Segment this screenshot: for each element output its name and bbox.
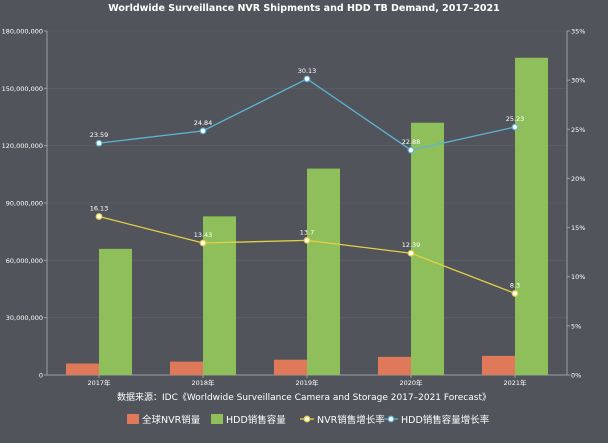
hdd-growth-point — [511, 123, 519, 131]
nvr-units-bar — [274, 359, 307, 375]
nvr-growth-data-label: 8.3 — [510, 281, 520, 289]
labels-layer: 16.13 13.43 13.7 12.39 8.3 23.59 24.84 30.13 22.… — [90, 67, 525, 290]
hdd-growth-data-label: 23.59 — [90, 131, 109, 139]
y-left-tick-label: 30,000,000 — [6, 314, 43, 322]
nvr-growth-point — [199, 239, 207, 247]
y-left-tick-label: 180,000,000 — [2, 28, 43, 36]
legend-nvr-growth: NVR销售增长率 — [300, 414, 385, 426]
hdd-capacity-bar — [203, 216, 236, 375]
y-right-tick-label: 10% — [571, 273, 585, 281]
legend-nvr-growth-swatch-dot — [303, 415, 311, 423]
nvr-growth-point — [95, 213, 103, 220]
legend-hdd-growth-label: HDD销售容量增长率 — [401, 414, 490, 426]
legend-nvr-growth-label: NVR销售增长率 — [317, 414, 385, 426]
hdd-growth-point — [199, 127, 207, 135]
y-right-tick-label: 35% — [571, 28, 585, 36]
x-tick-label: 2019年 — [295, 378, 319, 387]
y-right-tick-label: 15% — [571, 224, 585, 232]
legend-nvr-units-label: 全球NVR销量 — [142, 414, 201, 426]
x-tick-label: 2018年 — [191, 378, 215, 387]
legend-hdd-capacity-label: HDD销售容量 — [226, 414, 286, 426]
legend-hdd-capacity: HDD销售容量 — [211, 414, 286, 426]
nvr-growth-point — [303, 236, 311, 244]
hdd-capacity-bar — [99, 248, 132, 375]
y-left-tick-label: 120,000,000 — [2, 142, 43, 150]
hdd-growth-data-label: 24.84 — [194, 119, 213, 127]
hdd-capacity-bar — [515, 57, 548, 375]
hdd-growth-data-label: 22.88 — [402, 138, 421, 146]
nvr-growth-point — [511, 290, 519, 297]
nvr-units-bar — [66, 363, 99, 375]
nvr-growth-point — [407, 249, 415, 257]
y-right-tick-label: 0% — [571, 372, 581, 380]
hdd-capacity-bar — [411, 122, 444, 375]
nvr-growth-data-label: 12.39 — [402, 241, 421, 249]
y-right-tick-label: 20% — [571, 175, 585, 183]
legend: 全球NVR销量 HDD销售容量 NVR销售增长率 HDD销售容量增长率 — [127, 414, 490, 426]
hdd-growth-point — [407, 146, 415, 154]
bars-layer — [66, 57, 548, 375]
y-left-tick-label: 150,000,000 — [2, 85, 43, 93]
x-tick-label: 2017年 — [87, 378, 111, 387]
y-left-tick-label: 60,000,000 — [6, 257, 43, 265]
source-note: 数据来源：IDC《Worldwide Surveillance Camera a… — [117, 391, 491, 403]
hdd-growth-point — [95, 139, 103, 147]
legend-hdd-growth: HDD销售容量增长率 — [384, 414, 490, 426]
hdd-growth-data-label: 30.13 — [298, 67, 317, 75]
y-right-tick-label: 30% — [571, 77, 585, 85]
nvr-growth-data-label: 13.7 — [300, 228, 314, 236]
legend-nvr-units-swatch — [127, 414, 139, 424]
hdd-capacity-bar — [307, 168, 340, 375]
chart-title: Worldwide Surveillance NVR Shipments and… — [108, 3, 500, 14]
nvr-growth-data-label: 16.13 — [90, 204, 109, 212]
nvr-units-bar — [378, 356, 411, 375]
y-left-tick-label: 0 — [39, 372, 43, 380]
x-tick-label: 2021年 — [503, 378, 527, 387]
nvr-growth-data-label: 13.43 — [194, 231, 213, 239]
nvr-units-bar — [482, 355, 515, 375]
x-tick-label: 2020年 — [399, 378, 423, 387]
hdd-growth-point — [303, 75, 311, 83]
legend-nvr-units: 全球NVR销量 — [127, 414, 201, 426]
nvr-units-bar — [170, 361, 203, 375]
lines-layer — [95, 75, 519, 297]
legend-hdd-growth-swatch-dot — [387, 415, 395, 423]
legend-hdd-capacity-swatch — [211, 414, 223, 424]
y-right-tick-label: 5% — [571, 322, 581, 330]
hdd-growth-data-label: 25.23 — [506, 115, 525, 123]
hdd-growth-line — [98, 78, 516, 151]
y-left-tick-label: 90,000,000 — [6, 200, 43, 208]
y-right-tick-label: 25% — [571, 126, 585, 134]
